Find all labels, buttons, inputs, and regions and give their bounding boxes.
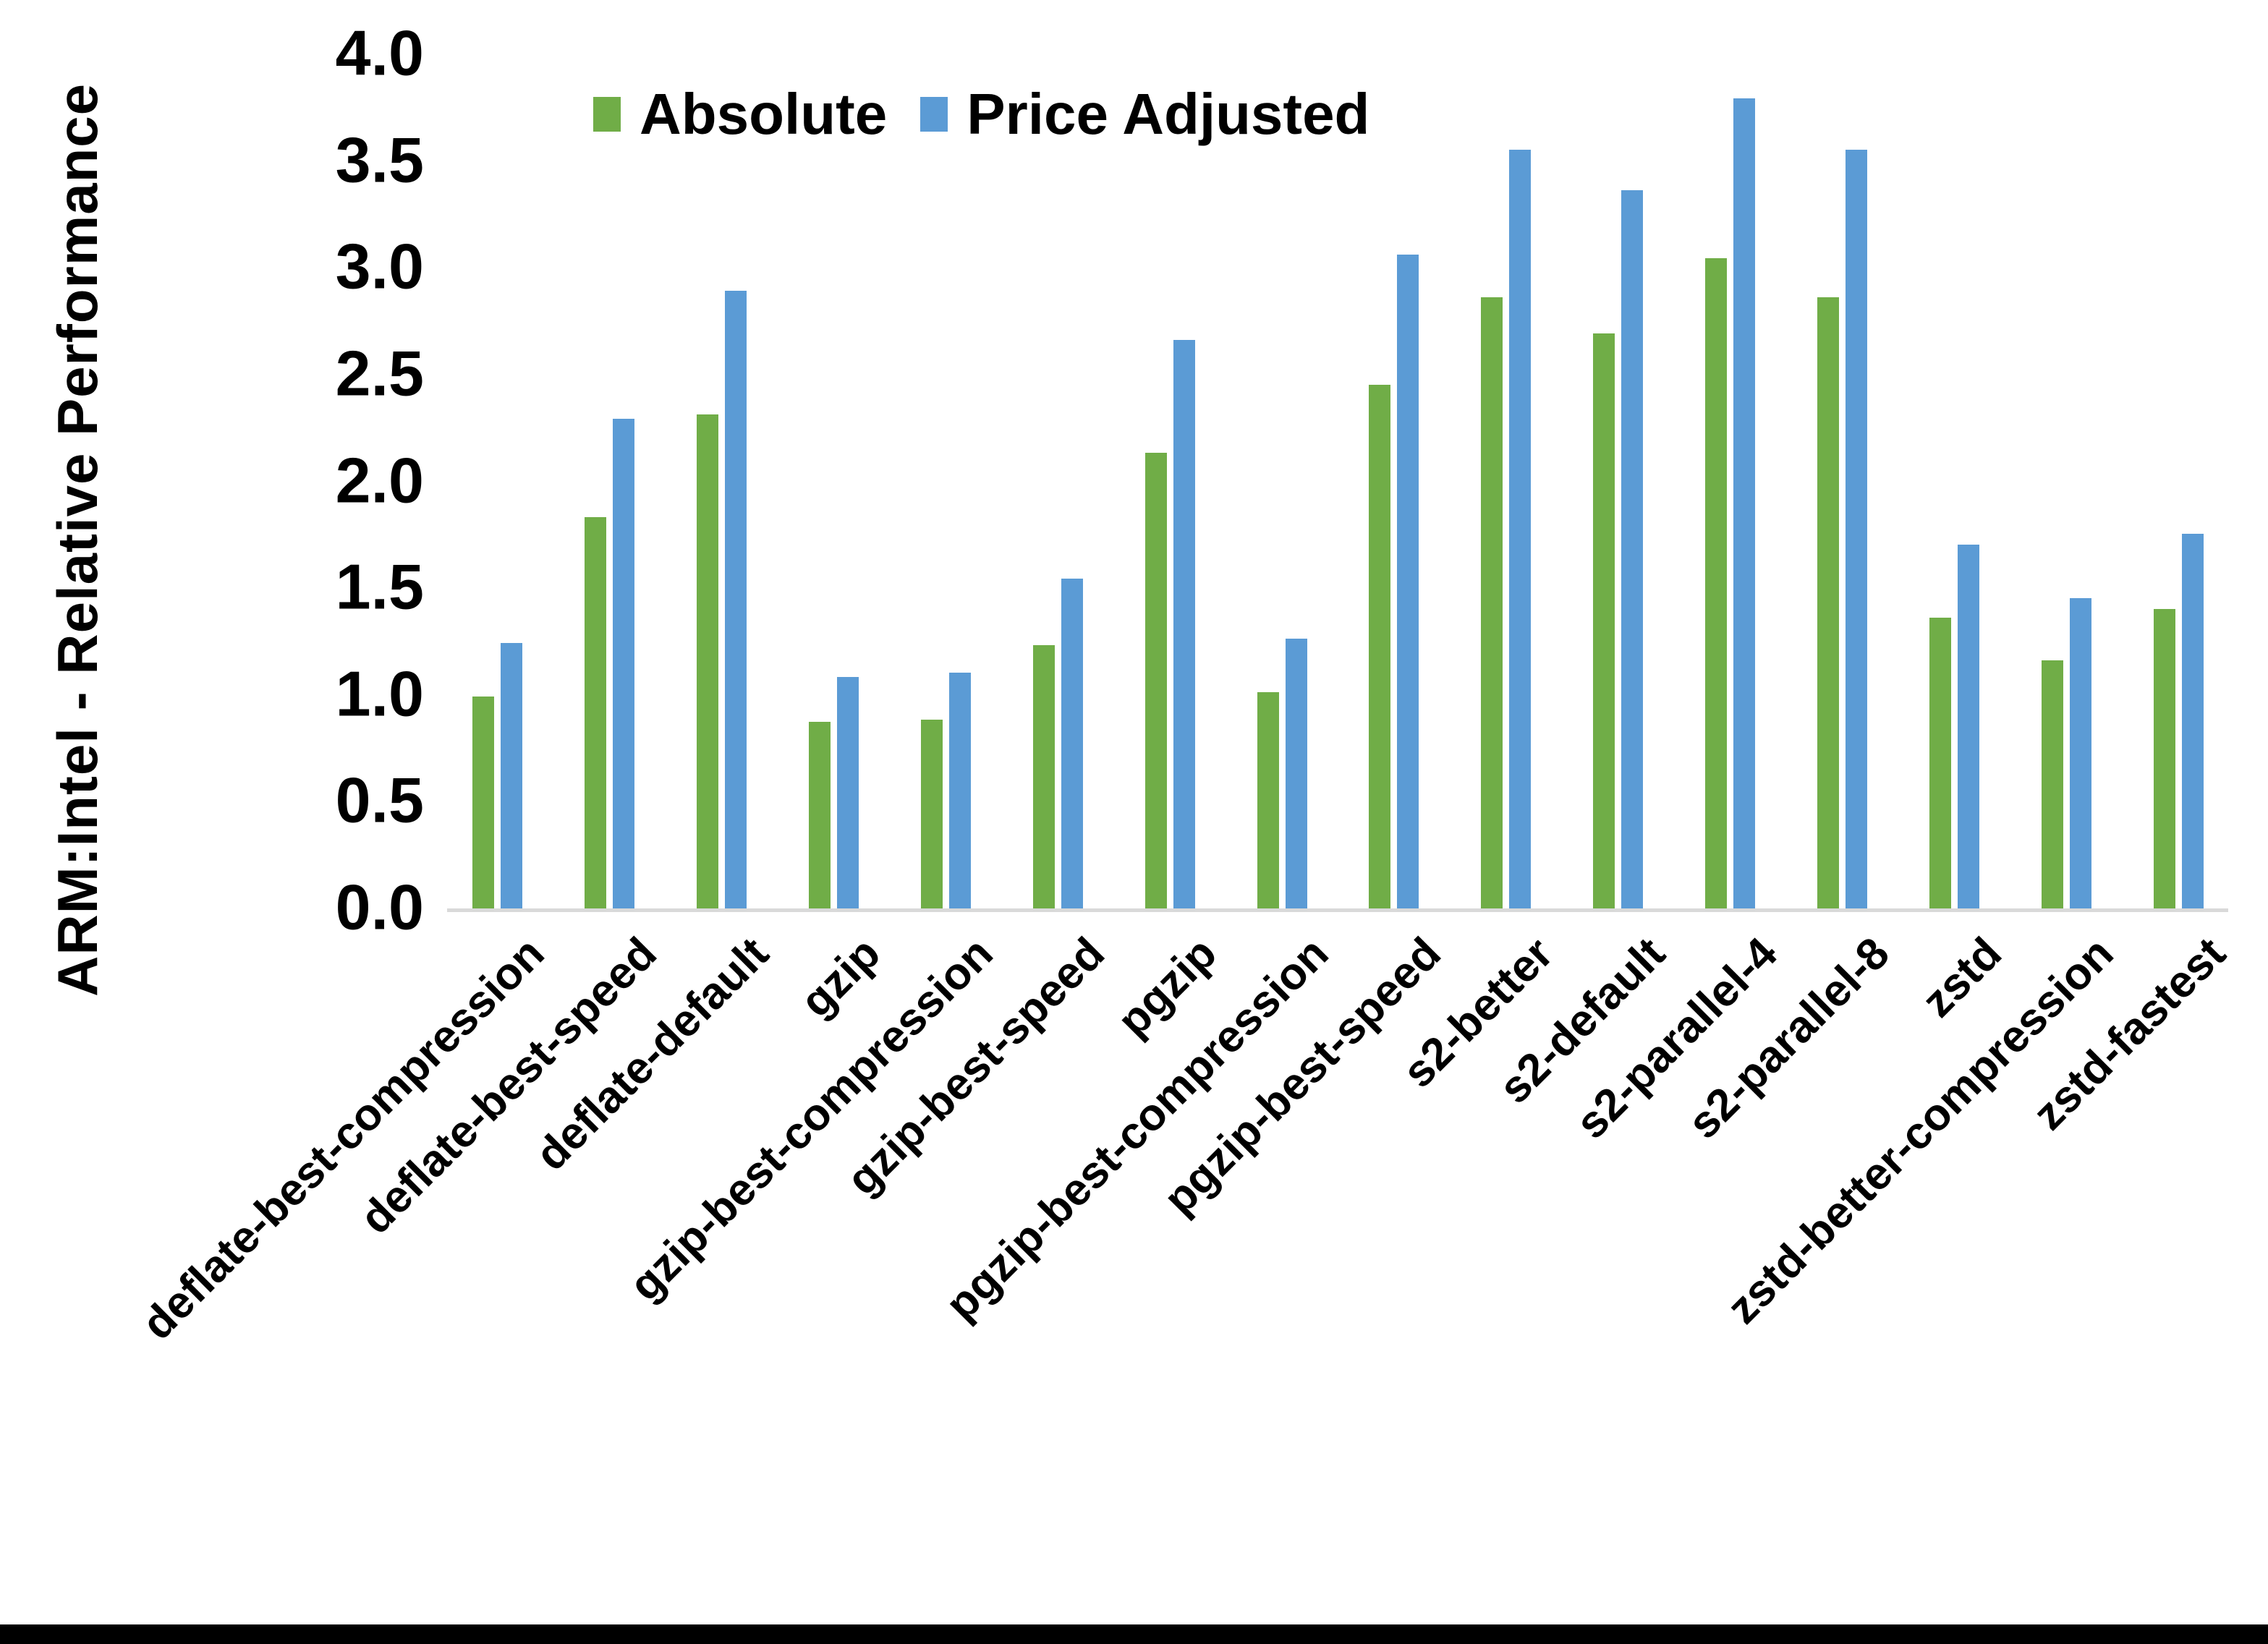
bar-price-adjusted-gzip: [836, 677, 859, 910]
bar-absolute-gzip-best-speed: [1032, 644, 1055, 910]
x-axis-line: [447, 908, 2228, 912]
bar-price-adjusted-s2-parallel-4: [1733, 98, 1756, 910]
y-tick-label: 2.5: [335, 337, 424, 409]
bar-price-adjusted-pgzip-best-speed: [1397, 254, 1419, 910]
bar-absolute-deflate-best-speed: [584, 516, 606, 910]
bar-price-adjusted-s2-better: [1509, 149, 1532, 910]
legend-label-price-adjusted: Price Adjusted: [967, 82, 1370, 146]
bar-absolute-zstd-better-compression: [2042, 660, 2064, 910]
bar-price-adjusted-gzip-best-speed: [1061, 579, 1083, 910]
legend-item-price-adjusted: Price Adjusted: [920, 81, 1369, 148]
bar-absolute-deflate-default: [696, 414, 718, 910]
bar-price-adjusted-s2-parallel-8: [1846, 149, 1868, 910]
bar-absolute-pgzip-best-speed: [1369, 384, 1391, 910]
bar-absolute-s2-parallel-8: [1817, 297, 1840, 910]
bar-price-adjusted-gzip-best-compression: [948, 673, 971, 910]
bar-absolute-gzip-best-compression: [920, 720, 943, 910]
bar-absolute-s2-default: [1593, 333, 1615, 910]
legend: Absolute Price Adjusted: [593, 82, 1369, 146]
legend-color-swatch-absolute: [593, 97, 621, 132]
bar-price-adjusted-zstd-better-compression: [2070, 597, 2092, 910]
bar-absolute-zstd: [1929, 617, 1952, 910]
bottom-border: [0, 1624, 2268, 1644]
bar-absolute-gzip: [808, 722, 831, 910]
y-tick-label: 0.0: [335, 871, 424, 943]
bar-price-adjusted-zstd-fastest: [2181, 534, 2204, 910]
bar-price-adjusted-pgzip: [1173, 339, 1195, 910]
y-tick-label: 0.5: [335, 764, 424, 836]
y-axis-title: ARM:Intel - Relative Performance: [46, 83, 109, 997]
bar-absolute-s2-better: [1481, 297, 1503, 910]
y-tick-label: 2.0: [335, 443, 424, 516]
bar-price-adjusted-deflate-default: [724, 290, 747, 910]
y-tick-label: 3.5: [335, 124, 424, 196]
bar-price-adjusted-zstd: [1958, 545, 1980, 910]
bar-price-adjusted-deflate-best-speed: [612, 418, 634, 910]
legend-label-absolute: Absolute: [640, 82, 888, 146]
bar-absolute-s2-parallel-4: [1705, 258, 1728, 910]
bar-absolute-pgzip: [1144, 453, 1167, 910]
bar-price-adjusted-pgzip-best-compression: [1285, 639, 1307, 910]
bar-absolute-zstd-fastest: [2153, 608, 2175, 910]
bar-absolute-pgzip-best-compression: [1257, 691, 1279, 910]
bar-price-adjusted-s2-default: [1621, 190, 1644, 910]
legend-item-absolute: Absolute: [593, 81, 887, 148]
legend-color-swatch-price-adjusted: [920, 97, 948, 132]
y-tick-label: 3.0: [335, 230, 424, 302]
y-tick-label: 1.5: [335, 550, 424, 623]
bar-absolute-deflate-best-compression: [472, 696, 494, 910]
bar-price-adjusted-deflate-best-compression: [501, 642, 522, 910]
y-tick-label: 1.0: [335, 657, 424, 730]
y-tick-label: 4.0: [335, 17, 424, 89]
